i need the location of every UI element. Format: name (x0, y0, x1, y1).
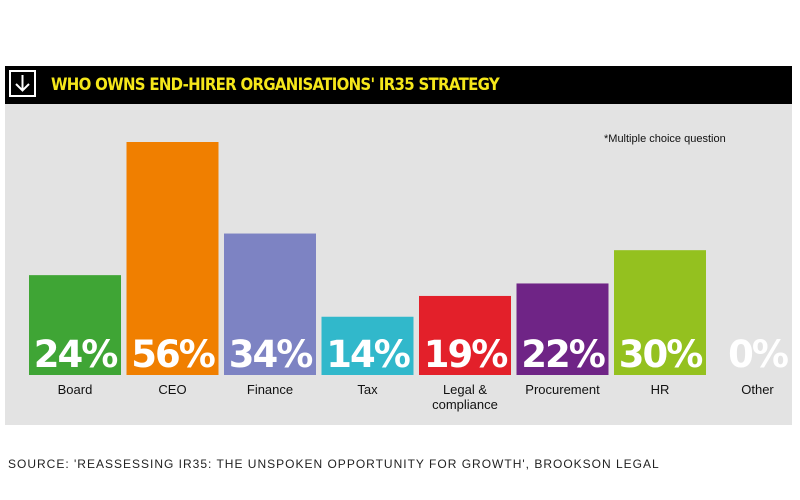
bar-finance (224, 233, 316, 375)
value-label: 0% (728, 333, 788, 376)
category-label: CEO (158, 382, 186, 397)
value-label: 22% (521, 333, 604, 376)
value-label: 34% (229, 333, 312, 376)
category-label: Board (58, 382, 93, 397)
bar-board (29, 275, 121, 375)
bar-ceo (126, 142, 219, 375)
bar-tax (321, 316, 414, 375)
bar-hr (614, 250, 706, 375)
chart-title: WHO OWNS END-HIRER ORGANISATIONS' IR35 S… (51, 75, 500, 95)
chart-note: *Multiple choice question (604, 133, 726, 145)
category-label: compliance (432, 397, 498, 412)
category-label: Legal & (443, 382, 487, 397)
bar-procurement (516, 283, 609, 375)
category-label: Tax (357, 382, 378, 397)
category-label: Procurement (525, 382, 600, 397)
value-label: 56% (131, 333, 214, 376)
bar-legal-compliance (419, 295, 511, 375)
value-label: 24% (34, 333, 117, 376)
chart-header: WHO OWNS END-HIRER ORGANISATIONS' IR35 S… (5, 66, 792, 104)
down-arrow-icon (9, 70, 36, 97)
category-label: Other (741, 382, 774, 397)
category-label: HR (651, 382, 670, 397)
category-label: Finance (247, 382, 293, 397)
value-label: 30% (619, 333, 702, 376)
value-label: 19% (424, 333, 507, 376)
source-text: SOURCE: 'REASSESSING IR35: THE UNSPOKEN … (8, 457, 660, 471)
value-label: 14% (326, 333, 409, 376)
